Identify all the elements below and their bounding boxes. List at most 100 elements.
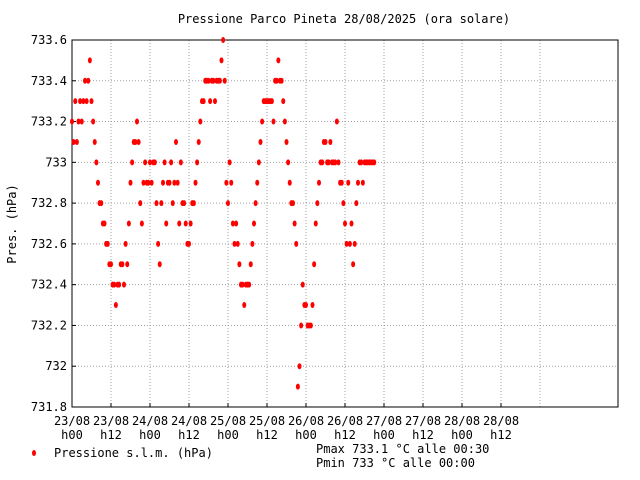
x-tick-hour: h00 <box>451 428 473 442</box>
data-point <box>260 118 265 125</box>
data-point <box>208 98 213 105</box>
data-point <box>130 159 135 166</box>
data-point <box>211 77 216 84</box>
data-point <box>156 240 161 247</box>
x-ticks: 23/08h0023/08h1224/08h0024/08h1225/08h00… <box>54 403 519 442</box>
x-tick-hour: h00 <box>139 428 161 442</box>
data-point <box>323 138 328 145</box>
data-point <box>346 179 351 186</box>
data-point <box>235 240 240 247</box>
data-point <box>143 159 148 166</box>
data-point <box>339 179 344 186</box>
x-tick-hour: h12 <box>334 428 356 442</box>
data-point <box>308 322 313 329</box>
y-tick-label: 731.8 <box>31 400 67 414</box>
legend-label: Pressione s.l.m. (hPa) <box>54 446 213 460</box>
data-point <box>84 98 89 105</box>
data-point <box>161 179 165 186</box>
data-point <box>328 138 333 145</box>
annotation-pmax: Pmax 733.1 °C alle 00:30 <box>316 442 489 456</box>
data-point <box>317 179 321 186</box>
data-point <box>313 220 318 227</box>
data-point <box>320 159 325 166</box>
data-point <box>295 383 300 390</box>
data-point <box>310 302 315 309</box>
data-point <box>336 159 341 166</box>
data-point <box>198 118 203 125</box>
data-point <box>326 159 331 166</box>
x-tick-date: 26/08 <box>327 414 363 428</box>
data-point <box>188 220 193 227</box>
data-point <box>248 261 253 268</box>
data-point <box>91 118 96 125</box>
data-point <box>252 220 256 227</box>
data-point <box>284 138 289 145</box>
data-point <box>138 200 143 207</box>
data-point <box>86 77 91 84</box>
data-point <box>177 220 182 227</box>
data-point <box>113 302 118 309</box>
data-point <box>191 200 196 207</box>
x-tick-hour: h00 <box>295 428 317 442</box>
x-tick-date: 23/08 <box>93 414 129 428</box>
data-point <box>352 240 357 247</box>
data-point <box>195 159 200 166</box>
x-tick-hour: h12 <box>100 428 122 442</box>
data-point <box>102 220 107 227</box>
x-tick-date: 27/08 <box>405 414 441 428</box>
data-point <box>187 240 191 247</box>
data-point <box>282 118 287 125</box>
y-tick-label: 733 <box>45 155 67 169</box>
data-point <box>312 261 317 268</box>
data-point <box>297 363 302 370</box>
data-point <box>222 77 227 84</box>
y-axis-label: Pres. (hPa) <box>5 184 19 263</box>
data-point <box>356 179 360 186</box>
data-point <box>154 200 159 207</box>
data-point <box>73 98 78 105</box>
data-point <box>152 159 157 166</box>
data-point <box>255 179 260 186</box>
data-point <box>229 179 234 186</box>
data-point <box>234 220 239 227</box>
data-point <box>344 240 349 247</box>
data-point <box>256 159 261 166</box>
data-point <box>315 200 320 207</box>
y-tick-label: 732.4 <box>31 278 67 292</box>
legend-marker <box>32 450 36 456</box>
x-tick-hour: h00 <box>217 428 239 442</box>
data-point <box>359 159 364 166</box>
data-point <box>146 179 151 186</box>
data-point <box>206 77 211 84</box>
data-point <box>221 37 226 43</box>
x-tick-date: 28/08 <box>483 414 519 428</box>
data-point <box>135 118 139 125</box>
data-points <box>70 37 377 390</box>
data-point <box>294 240 299 247</box>
x-tick-hour: h00 <box>61 428 83 442</box>
annotation-pmin: Pmin 733 °C alle 00:00 <box>316 456 475 470</box>
data-point <box>81 98 86 105</box>
data-point <box>92 138 97 145</box>
x-tick-date: 25/08 <box>210 414 246 428</box>
data-point <box>120 261 125 268</box>
data-point <box>274 77 279 84</box>
y-tick-label: 732.2 <box>31 318 67 332</box>
x-tick-date: 27/08 <box>366 414 402 428</box>
data-point <box>169 159 174 166</box>
data-point <box>79 118 84 125</box>
data-point <box>112 281 117 288</box>
data-point <box>178 159 183 166</box>
x-tick-date: 23/08 <box>54 414 90 428</box>
data-point <box>149 179 154 186</box>
x-tick-date: 24/08 <box>132 414 168 428</box>
data-point <box>193 179 198 186</box>
data-point <box>83 77 87 84</box>
data-point <box>122 281 126 288</box>
legend: Pressione s.l.m. (hPa) <box>32 446 213 460</box>
data-point <box>174 138 178 145</box>
data-point <box>230 220 235 227</box>
data-point <box>224 179 229 186</box>
chart-title: Pressione Parco Pineta 28/08/2025 (ora s… <box>178 12 510 26</box>
